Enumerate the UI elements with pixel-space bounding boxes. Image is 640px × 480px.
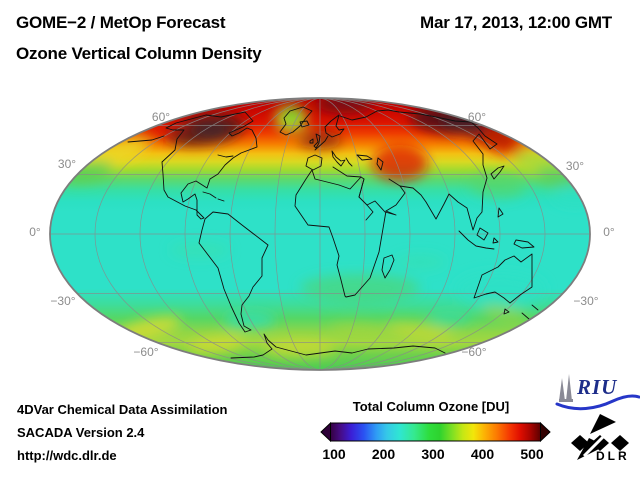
datetime-label: Mar 17, 2013, 12:00 GMT	[420, 13, 612, 32]
product-title: Ozone Vertical Column Density	[16, 44, 262, 63]
colorbar-left-arrow	[320, 421, 331, 443]
cathedral-icon	[559, 378, 565, 401]
lat-label-60n-right: 60°	[467, 110, 487, 124]
colorbar-tick-300: 300	[421, 446, 445, 462]
colorbar-gradient-bar	[330, 422, 541, 442]
colorbar-tick-500: 500	[520, 446, 544, 462]
lat-label-60s-left: −60°	[133, 345, 159, 359]
lat-label-30s-left: −30°	[50, 294, 76, 308]
assimilation-label: 4DVar Chemical Data Assimilation	[17, 402, 228, 417]
dlr-logo-text: DLR	[596, 449, 630, 463]
coastlines	[127, 106, 539, 359]
colorbar-tick-400: 400	[470, 446, 495, 462]
lat-label-30n-left: 30°	[57, 157, 77, 171]
lat-label-30n-right: 30°	[565, 159, 585, 173]
ozone-field	[50, 98, 590, 370]
lat-label-30s-right: −30°	[573, 294, 599, 308]
lat-label-eq-left: 0°	[29, 225, 41, 239]
lat-label-60s-right: −60°	[461, 345, 487, 359]
lat-label-eq-right: 0°	[603, 225, 615, 239]
colorbar	[320, 421, 551, 443]
colorbar-tick-200: 200	[371, 446, 396, 462]
colorbar-right-arrow	[540, 421, 551, 443]
map-rim	[49, 97, 591, 371]
version-label: SACADA Version 2.4	[17, 425, 145, 440]
colorbar-tick-100: 100	[322, 446, 346, 462]
url-label: http://wdc.dlr.de	[17, 448, 117, 463]
colorbar-title: Total Column Ozone [DU]	[352, 399, 510, 414]
instrument-title: GOME−2 / MetOp Forecast	[16, 13, 226, 32]
riu-logo-text: RIU	[577, 375, 618, 399]
riu-swoosh	[555, 394, 640, 411]
riu-logo	[555, 374, 640, 411]
lat-label-60n-left: 60°	[151, 110, 171, 124]
dlr-logo	[571, 414, 629, 460]
